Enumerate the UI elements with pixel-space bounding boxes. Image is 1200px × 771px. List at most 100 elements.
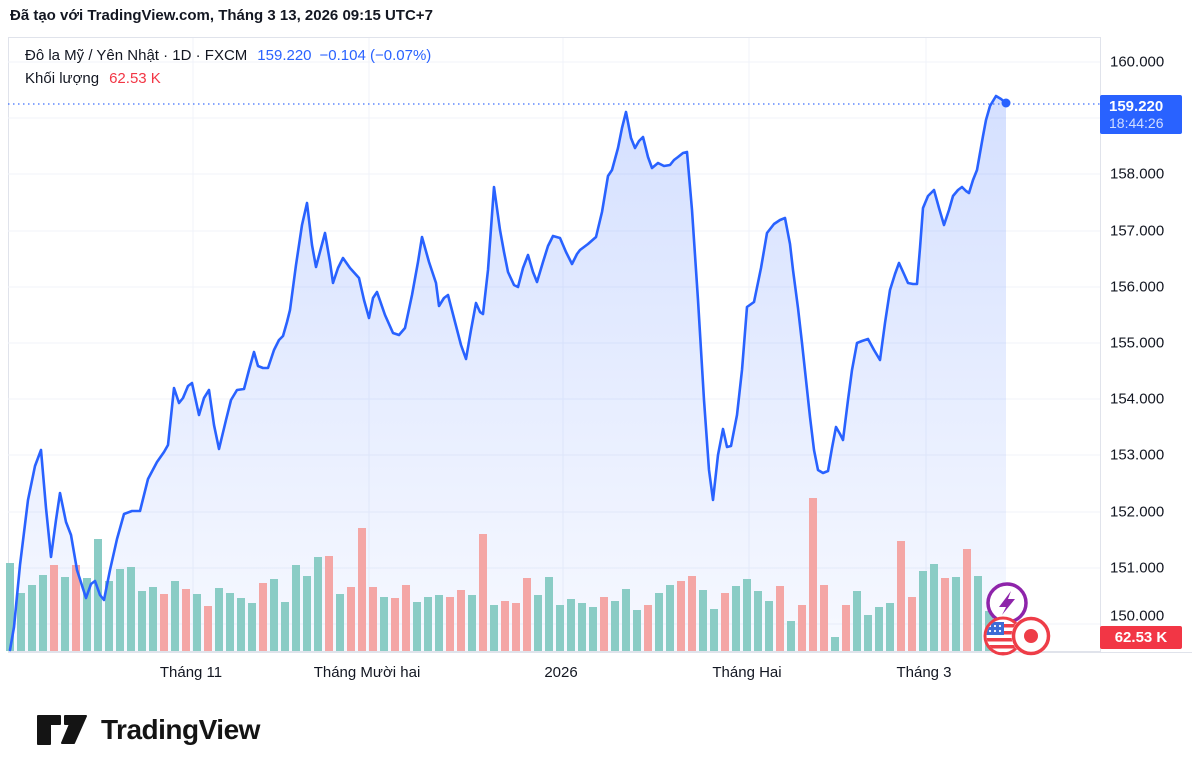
legend-symbol-row[interactable]: Đô la Mỹ / Yên Nhật · 1D · FXCM 159.220 −0…	[25, 44, 431, 67]
volume-bar	[842, 605, 850, 651]
tradingview-logo-icon	[37, 715, 87, 745]
volume-bar	[963, 549, 971, 651]
last-price-badge: 159.220 18:44:26	[1100, 95, 1182, 134]
volume-bar	[864, 615, 872, 651]
volume-bar	[798, 605, 806, 651]
volume-bar	[710, 609, 718, 651]
volume-bar	[358, 528, 366, 651]
volume-bar	[446, 597, 454, 651]
volume-bar	[490, 605, 498, 651]
volume-bar	[116, 569, 124, 651]
volume-bar	[941, 578, 949, 651]
volume-bar	[765, 601, 773, 651]
volume-bar	[820, 585, 828, 651]
volume-bar	[853, 591, 861, 651]
volume-bar	[479, 534, 487, 651]
price-tick-label: 151.000	[1110, 559, 1165, 577]
time-tick-label: 2026	[544, 664, 578, 681]
volume-bar	[732, 586, 740, 651]
volume-bar	[468, 595, 476, 651]
volume-bar	[633, 610, 641, 651]
volume-bar	[259, 583, 267, 651]
volume-bar	[149, 587, 157, 651]
volume-bar	[523, 578, 531, 651]
volume-bar	[50, 565, 58, 651]
lightning-icon	[986, 582, 1028, 624]
volume-bar	[655, 593, 663, 651]
volume-bar	[380, 597, 388, 651]
price-tick-label: 153.000	[1110, 446, 1165, 464]
volume-bar	[6, 563, 14, 651]
volume-bar	[72, 565, 80, 651]
volume-bar	[919, 571, 927, 651]
volume-bar	[83, 578, 91, 651]
volume-bar	[138, 591, 146, 651]
volume-bar	[534, 595, 542, 651]
chart-panel[interactable]	[8, 37, 1100, 652]
volume-bar	[952, 577, 960, 651]
volume-bar	[875, 607, 883, 651]
volume-bar	[28, 585, 36, 651]
volume-bar	[171, 581, 179, 651]
volume-bar	[347, 587, 355, 651]
volume-bar	[457, 590, 465, 651]
volume-bars	[6, 498, 993, 651]
volume-bar	[809, 498, 817, 651]
tradingview-logo[interactable]: TradingView	[35, 711, 260, 749]
volume-bar	[754, 591, 762, 651]
volume-bar	[611, 601, 619, 651]
volume-bar	[567, 599, 575, 651]
time-tick-label: Tháng 3	[896, 664, 952, 681]
price-axis-separator	[1100, 37, 1101, 652]
volume-bar	[545, 577, 553, 651]
volume-bar	[39, 575, 47, 651]
volume-bar	[501, 601, 509, 651]
price-tick-label: 157.000	[1110, 222, 1165, 240]
tradingview-logo-text: TradingView	[101, 714, 260, 745]
japan-flag-icon	[1011, 616, 1051, 656]
volume-bar	[204, 606, 212, 651]
volume-bar	[292, 565, 300, 651]
volume-bar	[721, 593, 729, 651]
volume-bar	[325, 556, 333, 651]
area-fill	[10, 96, 1006, 651]
volume-bar	[666, 585, 674, 651]
last-price-value: 159.220	[1109, 98, 1164, 115]
volume-bar	[127, 567, 135, 651]
created-with-note: Đã tạo với TradingView.com, Tháng 3 13, …	[10, 7, 433, 24]
volume-bar	[391, 598, 399, 651]
volume-bar	[897, 541, 905, 651]
volume-bar	[787, 621, 795, 651]
price-tick-label: 150.000	[1110, 607, 1165, 625]
volume-bar	[556, 605, 564, 651]
us-flag-icon	[983, 616, 1023, 656]
price-tick-label: 156.000	[1110, 278, 1165, 296]
volume-bar	[215, 588, 223, 651]
price-tick-label: 160.000	[1110, 53, 1165, 71]
volume-bar	[193, 594, 201, 651]
chart-legend: Đô la Mỹ / Yên Nhật · 1D · FXCM 159.220 −0…	[25, 44, 431, 90]
volume-bar	[270, 579, 278, 651]
volume-bar	[831, 637, 839, 651]
volume-bar	[974, 576, 982, 651]
volume-bar	[908, 597, 916, 651]
volume-bar	[743, 579, 751, 651]
symbol-title: Đô la Mỹ / Yên Nhật · 1D · FXCM	[25, 47, 248, 64]
volume-bar	[512, 603, 520, 651]
volume-bar	[776, 586, 784, 651]
time-tick-label: Tháng Hai	[712, 664, 782, 681]
volume-bar	[61, 577, 69, 651]
volume-bar	[303, 576, 311, 651]
volume-bar	[413, 602, 421, 651]
price-line	[8, 94, 1100, 652]
volume-bar	[160, 594, 168, 651]
legend-change: −0.104 (−0.07%)	[319, 47, 432, 64]
volume-bar	[369, 587, 377, 651]
volume-bar	[237, 598, 245, 651]
volume-bar	[424, 597, 432, 651]
volume-bar	[182, 589, 190, 651]
volume-bar	[622, 589, 630, 651]
legend-volume-row[interactable]: Khối lượng 62.53 K	[25, 67, 431, 90]
